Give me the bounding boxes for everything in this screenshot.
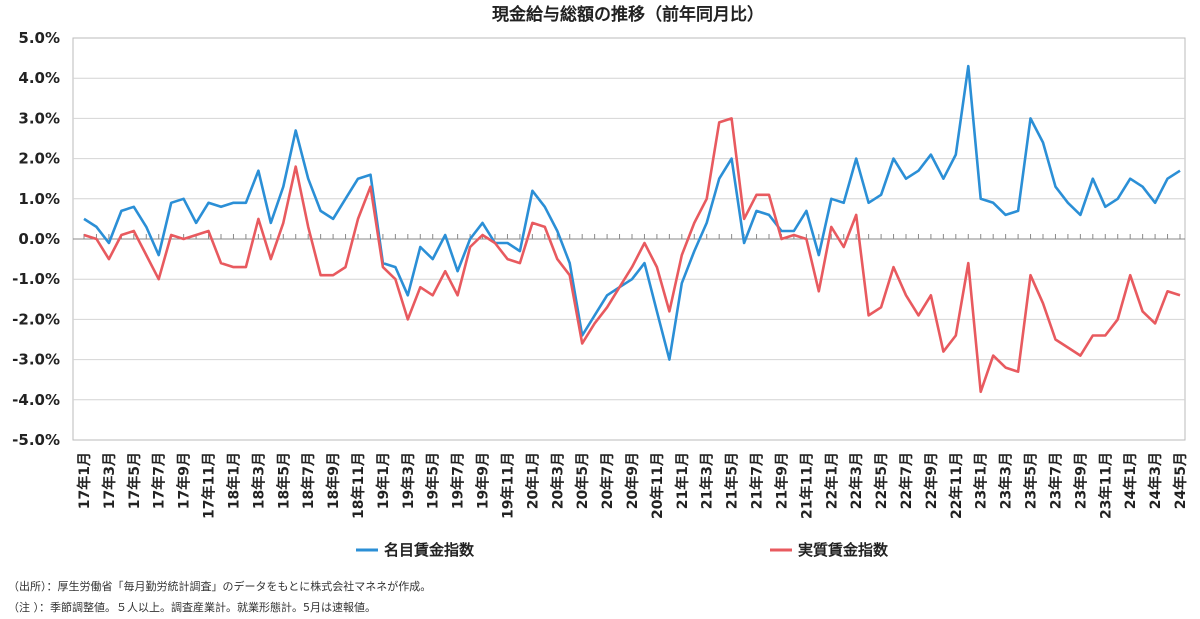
x-tick-label: 22年11月 xyxy=(948,452,965,519)
x-tick-label: 20年7月 xyxy=(599,452,616,509)
y-tick-label: -2.0% xyxy=(12,310,60,328)
y-tick-label: 3.0% xyxy=(18,109,60,127)
x-tick-label: 19年11月 xyxy=(500,452,517,519)
x-tick-label: 17年11月 xyxy=(201,452,218,519)
x-tick-label: 20年1月 xyxy=(524,452,541,509)
legend: 名目賃金指数 実質賃金指数 xyxy=(356,541,889,559)
y-tick-label: 1.0% xyxy=(18,190,60,208)
x-tick-label: 21年1月 xyxy=(674,452,691,509)
chart-title: 現金給与総額の推移（前年同月比） xyxy=(492,4,764,25)
x-tick-label: 19年5月 xyxy=(425,452,442,509)
x-tick-label: 24年1月 xyxy=(1122,452,1139,509)
x-tick-label: 23年7月 xyxy=(1048,452,1065,509)
y-tick-label: 0.0% xyxy=(18,230,60,248)
y-tick-label: -4.0% xyxy=(12,391,60,409)
x-tick-label: 17年9月 xyxy=(176,452,193,509)
y-axis-ticks: 5.0% 4.0% 3.0% 2.0% 1.0% 0.0% -1.0% -2.0% -3.0% -… xyxy=(12,29,60,449)
gridlines xyxy=(73,77,1185,401)
x-tick-label: 22年1月 xyxy=(823,452,840,509)
x-tick-label: 21年3月 xyxy=(699,452,716,509)
x-tick-label: 17年3月 xyxy=(101,452,118,509)
x-axis-ticks: 17年1月 17年3月 17年5月 17年7月 17年9月 17年11月 18年1月 18年3… xyxy=(76,452,1189,519)
x-tick-label: 22年5月 xyxy=(873,452,890,509)
x-axis-line xyxy=(73,234,1185,240)
x-tick-label: 18年9月 xyxy=(325,452,342,509)
source-note: （出所）：厚生労働省「毎月勤労統計調査」のデータをもとに株式会社マネネが作成。 xyxy=(8,580,432,593)
x-tick-label: 20年9月 xyxy=(624,452,641,509)
x-tick-label: 22年9月 xyxy=(923,452,940,509)
x-tick-label: 20年11月 xyxy=(649,452,666,519)
x-tick-label: 17年5月 xyxy=(126,452,143,509)
x-tick-label: 19年3月 xyxy=(400,452,417,509)
x-tick-label: 18年7月 xyxy=(300,452,317,509)
y-tick-label: -3.0% xyxy=(12,351,60,369)
x-tick-label: 23年1月 xyxy=(973,452,990,509)
y-tick-label: 4.0% xyxy=(18,69,60,87)
x-tick-label: 24年3月 xyxy=(1147,452,1164,509)
x-tick-label: 23年3月 xyxy=(998,452,1015,509)
y-tick-label: -5.0% xyxy=(12,431,60,449)
y-tick-label: 2.0% xyxy=(18,150,60,168)
x-tick-label: 18年11月 xyxy=(350,452,367,519)
x-tick-label: 23年9月 xyxy=(1072,452,1089,509)
legend-label: 実質賃金指数 xyxy=(798,541,889,559)
y-tick-label: -1.0% xyxy=(12,270,60,288)
x-tick-label: 17年7月 xyxy=(151,452,168,509)
x-tick-label: 22年7月 xyxy=(898,452,915,509)
series-group xyxy=(83,64,1181,394)
x-tick-label: 18年3月 xyxy=(250,452,267,509)
x-tick-label: 21年7月 xyxy=(749,452,766,509)
legend-label: 名目賃金指数 xyxy=(384,541,475,559)
x-tick-label: 18年1月 xyxy=(226,452,243,509)
x-tick-label: 23年5月 xyxy=(1023,452,1040,509)
x-tick-label: 21年11月 xyxy=(798,452,815,519)
series-line-1 xyxy=(83,64,1181,361)
series-line-2 xyxy=(83,117,1181,394)
x-tick-label: 22年3月 xyxy=(848,452,865,509)
footnote: （注 ）：季節調整値。５人以上。調査産業計。就業形態計。5月は速報値。 xyxy=(8,601,376,614)
x-tick-label: 18年5月 xyxy=(275,452,292,509)
x-tick-label: 21年5月 xyxy=(724,452,741,509)
y-tick-label: 5.0% xyxy=(18,29,60,47)
x-tick-label: 21年9月 xyxy=(774,452,791,509)
x-tick-label: 19年9月 xyxy=(475,452,492,509)
x-tick-label: 19年1月 xyxy=(375,452,392,509)
chart: 現金給与総額の推移（前年同月比） 5.0% 4.0% 3.0% 2.0% 1.0% 0.0… xyxy=(12,4,1189,559)
x-tick-label: 19年7月 xyxy=(450,452,467,509)
x-tick-label: 17年1月 xyxy=(76,452,93,509)
x-tick-label: 23年11月 xyxy=(1097,452,1114,519)
x-tick-label: 20年3月 xyxy=(549,452,566,509)
x-tick-label: 20年5月 xyxy=(574,452,591,509)
x-tick-label: 24年5月 xyxy=(1172,452,1189,509)
